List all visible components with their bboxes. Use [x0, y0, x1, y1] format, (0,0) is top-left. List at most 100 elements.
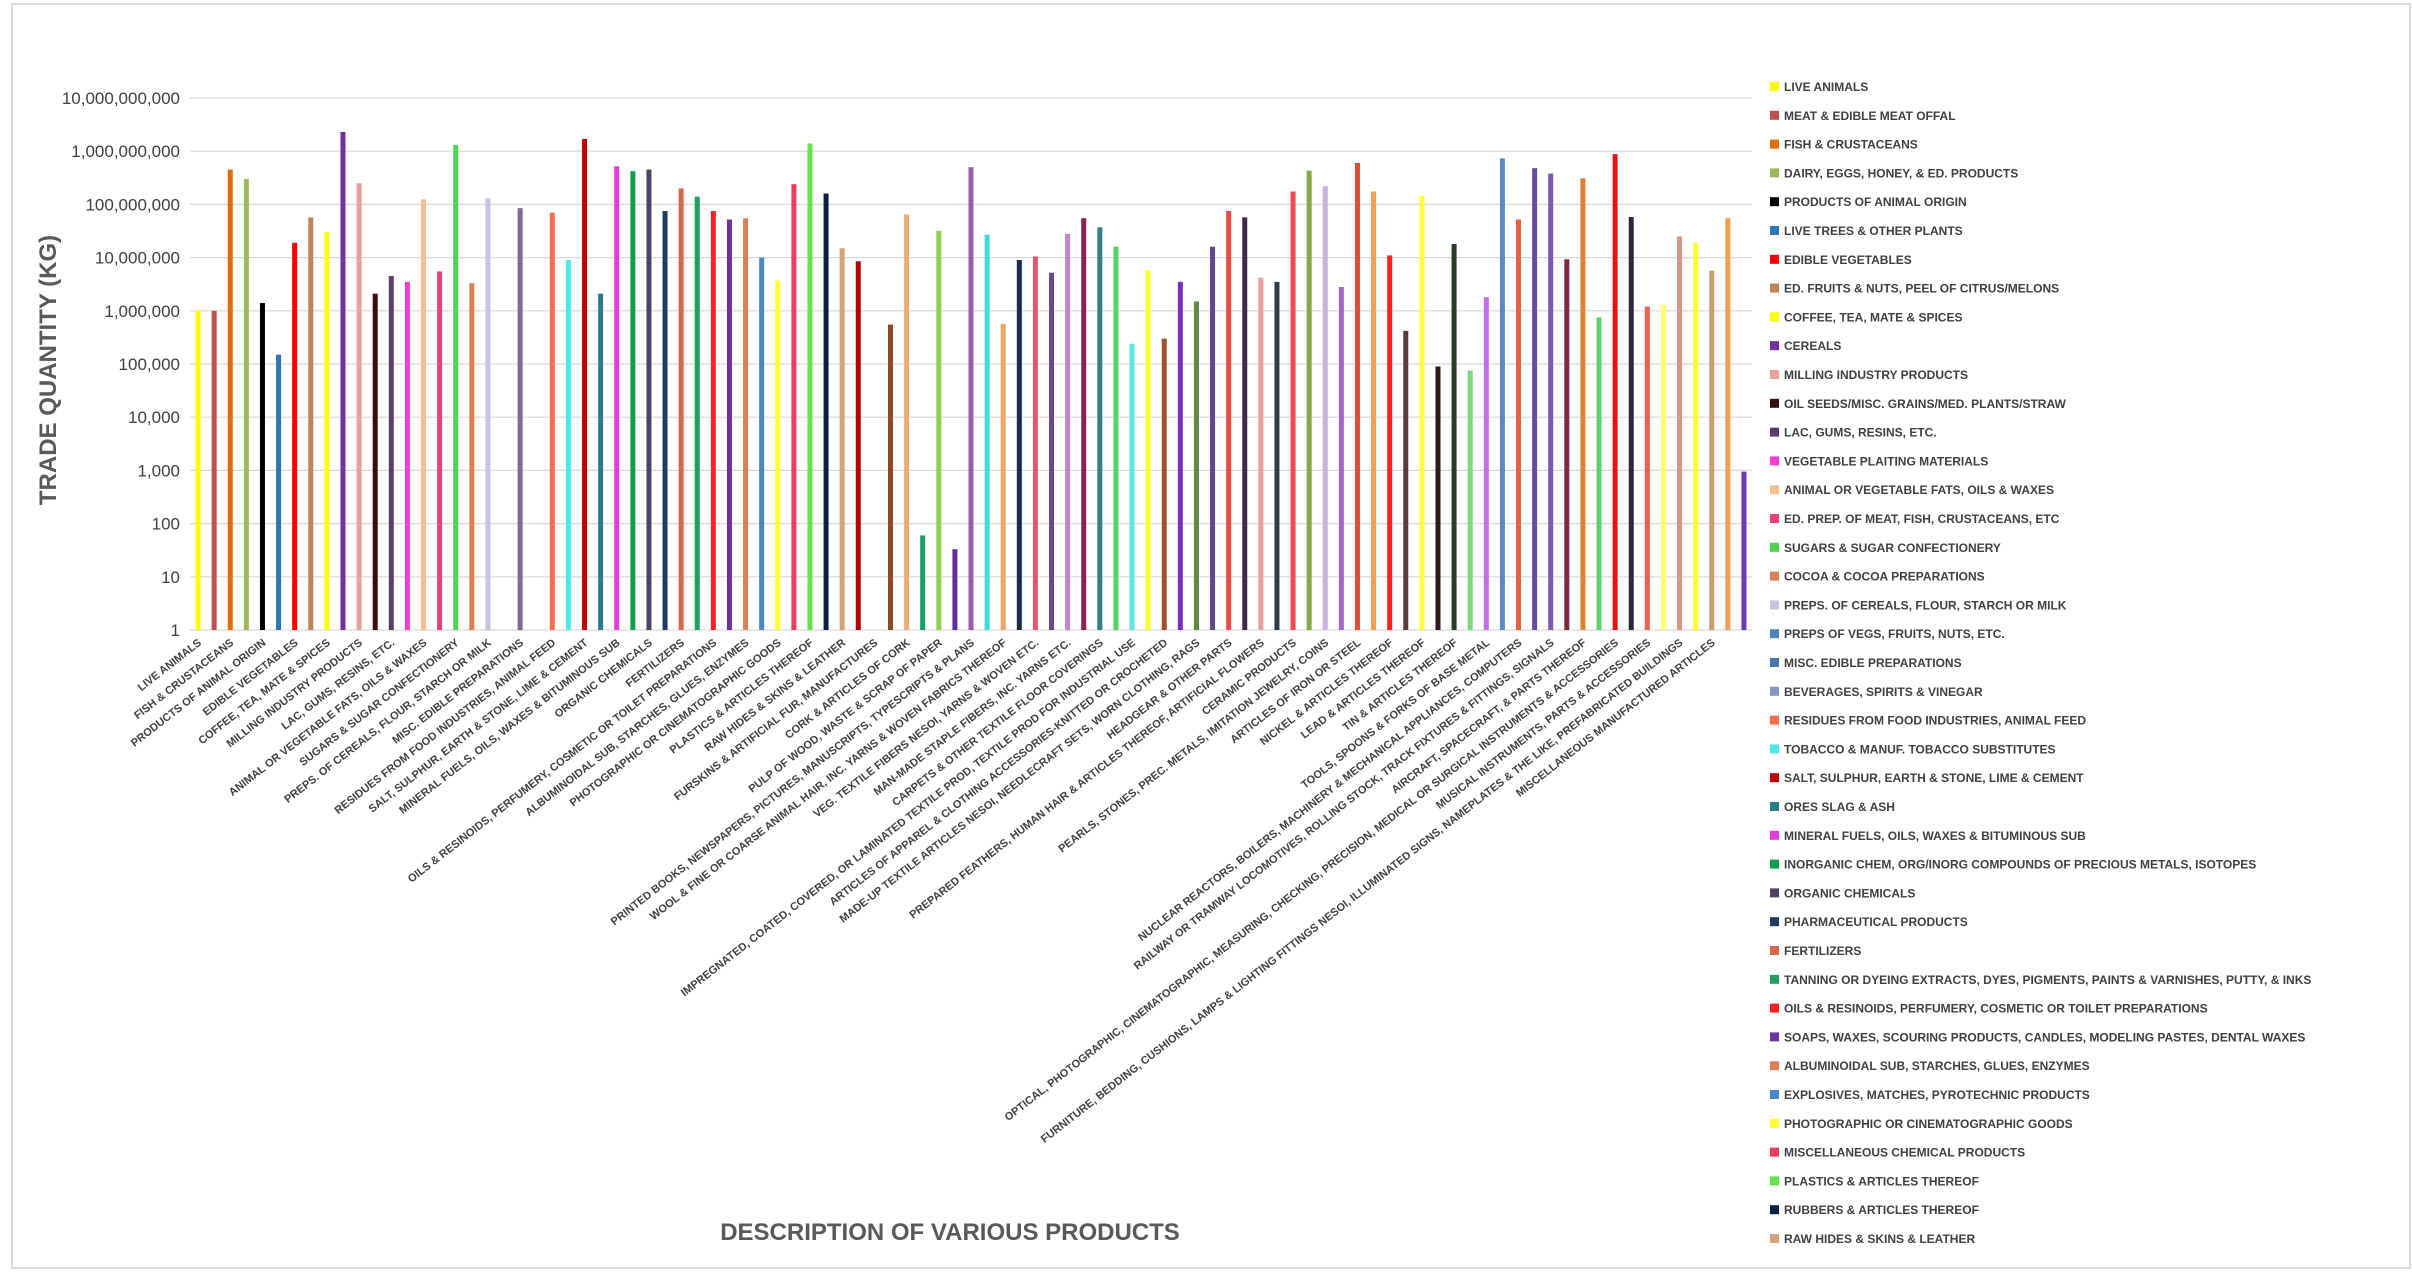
legend-item: FERTILIZERS [1770, 944, 1861, 958]
bar [1467, 370, 1473, 630]
bar [1580, 178, 1586, 630]
legend-swatch [1770, 715, 1779, 725]
bar [1338, 287, 1344, 630]
legend-item: SALT, SULPHUR, EARTH & STONE, LIME & CEM… [1770, 771, 2084, 785]
bar [453, 145, 459, 630]
legend-swatch [1770, 226, 1779, 235]
legend-item: ORGANIC CHEMICALS [1770, 886, 1915, 900]
bar [308, 217, 314, 630]
legend-swatch [1770, 197, 1779, 207]
legend-swatch [1770, 802, 1779, 811]
bar [904, 214, 910, 630]
bar [726, 219, 732, 630]
legend-item: VEGETABLE PLAITING MATERIALS [1770, 454, 1988, 468]
legend-label: DAIRY, EGGS, HONEY, & ED. PRODUCTS [1784, 166, 2018, 180]
bar [952, 549, 958, 630]
bar [662, 211, 668, 631]
legend-label: PLASTICS & ARTICLES THEREOF [1784, 1174, 1979, 1188]
legend-item: ANIMAL OR VEGETABLE FATS, OILS & WAXES [1770, 483, 2054, 497]
legend-item: MINERAL FUELS, OILS, WAXES & BITUMINOUS … [1770, 829, 2086, 843]
bar [1371, 191, 1377, 630]
bar [211, 310, 217, 630]
bar [324, 232, 330, 630]
legend-swatch [1770, 312, 1779, 322]
legend-swatch [1770, 946, 1779, 955]
bar [1145, 270, 1151, 630]
legend-item: ED. FRUITS & NUTS, PEEL OF CITRUS/MELONS [1770, 282, 2059, 296]
legend-label: OIL SEEDS/MISC. GRAINS/MED. PLANTS/STRAW [1784, 397, 2066, 411]
legend-swatch [1770, 917, 1779, 927]
bar [791, 184, 797, 631]
legend-swatch [1770, 139, 1779, 149]
legend-item: ORES SLAG & ASH [1770, 800, 1895, 814]
legend-label: INORGANIC CHEM, ORG/INORG COMPOUNDS OF P… [1784, 858, 2256, 872]
bar [1709, 270, 1715, 630]
legend-item: PRODUCTS OF ANIMAL ORIGIN [1770, 195, 1967, 209]
legend-item: PHOTOGRAPHIC OR CINEMATOGRAPHIC GOODS [1770, 1117, 2073, 1131]
legend-swatch [1770, 1176, 1779, 1186]
bar [1210, 246, 1216, 631]
legend-item: LAC, GUMS, RESINS, ETC. [1770, 426, 1937, 440]
bars [195, 131, 1747, 631]
legend-label: ORGANIC CHEMICALS [1784, 886, 1915, 900]
legend-swatch [1770, 485, 1779, 495]
legend-swatch [1770, 370, 1779, 379]
y-tick-label: 10,000,000 [95, 249, 180, 268]
chart-frame [11, 3, 2411, 1269]
bar [1258, 277, 1264, 630]
bar [259, 303, 265, 630]
bar [710, 211, 716, 631]
bar [598, 293, 604, 630]
legend-label: SUGARS & SUGAR CONFECTIONERY [1784, 541, 2001, 555]
y-tick-label: 10,000 [128, 408, 180, 427]
bar [582, 138, 588, 630]
bar [420, 199, 426, 631]
bar [517, 208, 523, 630]
y-tick-label: 10 [161, 568, 180, 587]
legend-label: MISC. EDIBLE PREPARATIONS [1784, 656, 1962, 670]
legend-item: EXPLOSIVES, MATCHES, PYROTECHNIC PRODUCT… [1770, 1088, 2090, 1102]
legend-item: BEVERAGES, SPIRITS & VINEGAR [1770, 685, 1983, 699]
bar [694, 196, 700, 630]
bar [1032, 256, 1038, 630]
legend-item: RESIDUES FROM FOOD INDUSTRIES, ANIMAL FE… [1770, 714, 2086, 728]
x-axis-title: DESCRIPTION OF VARIOUS PRODUCTS [720, 1219, 1180, 1246]
bar [1193, 301, 1199, 630]
legend: LIVE ANIMALS MEAT & EDIBLE MEAT OFFAL FISH… [1770, 80, 2311, 1246]
legend-item: OIL SEEDS/MISC. GRAINS/MED. PLANTS/STRAW [1770, 397, 2066, 411]
bar [1660, 304, 1666, 630]
bar [759, 257, 765, 630]
legend-item: PHARMACEUTICAL PRODUCTS [1770, 915, 1968, 929]
legend-swatch [1770, 974, 1779, 984]
legend-item: OILS & RESINOIDS, PERFUMERY, COSMETIC OR… [1770, 1002, 2208, 1016]
bar [839, 248, 845, 631]
bar [1322, 186, 1328, 630]
legend-swatch [1770, 888, 1779, 898]
legend-swatch [1770, 1032, 1779, 1042]
legend-label: ORES SLAG & ASH [1784, 800, 1895, 814]
legend-label: OILS & RESINOIDS, PERFUMERY, COSMETIC OR… [1784, 1002, 2208, 1016]
legend-label: ED. FRUITS & NUTS, PEEL OF CITRUS/MELONS [1784, 282, 2059, 296]
legend-swatch [1770, 773, 1779, 783]
bar [292, 242, 298, 630]
legend-item: PREPS OF VEGS, FRUITS, NUTS, ETC. [1770, 627, 2005, 641]
legend-swatch [1770, 571, 1779, 581]
bar [469, 283, 475, 630]
legend-item: MEAT & EDIBLE MEAT OFFAL [1770, 109, 1956, 123]
bar [968, 167, 974, 630]
bar [1451, 244, 1457, 630]
bar [1725, 218, 1731, 630]
legend-label: SOAPS, WAXES, SCOURING PRODUCTS, CANDLES… [1784, 1030, 2305, 1044]
bar [743, 218, 749, 630]
legend-swatch [1770, 1003, 1779, 1013]
bar [1177, 281, 1183, 630]
legend-item: SUGARS & SUGAR CONFECTIONERY [1770, 541, 2001, 555]
legend-label: LAC, GUMS, RESINS, ETC. [1784, 426, 1937, 440]
legend-swatch [1770, 1205, 1779, 1215]
y-axis-ticks: 1 10 100 1,000 10,000 100,000 1,000,000 10,000,… [62, 89, 180, 640]
legend-label: TANNING OR DYEING EXTRACTS, DYES, PIGMEN… [1784, 973, 2311, 987]
legend-item: RUBBERS & ARTICLES THEREOF [1770, 1203, 1979, 1217]
bar [920, 535, 926, 630]
